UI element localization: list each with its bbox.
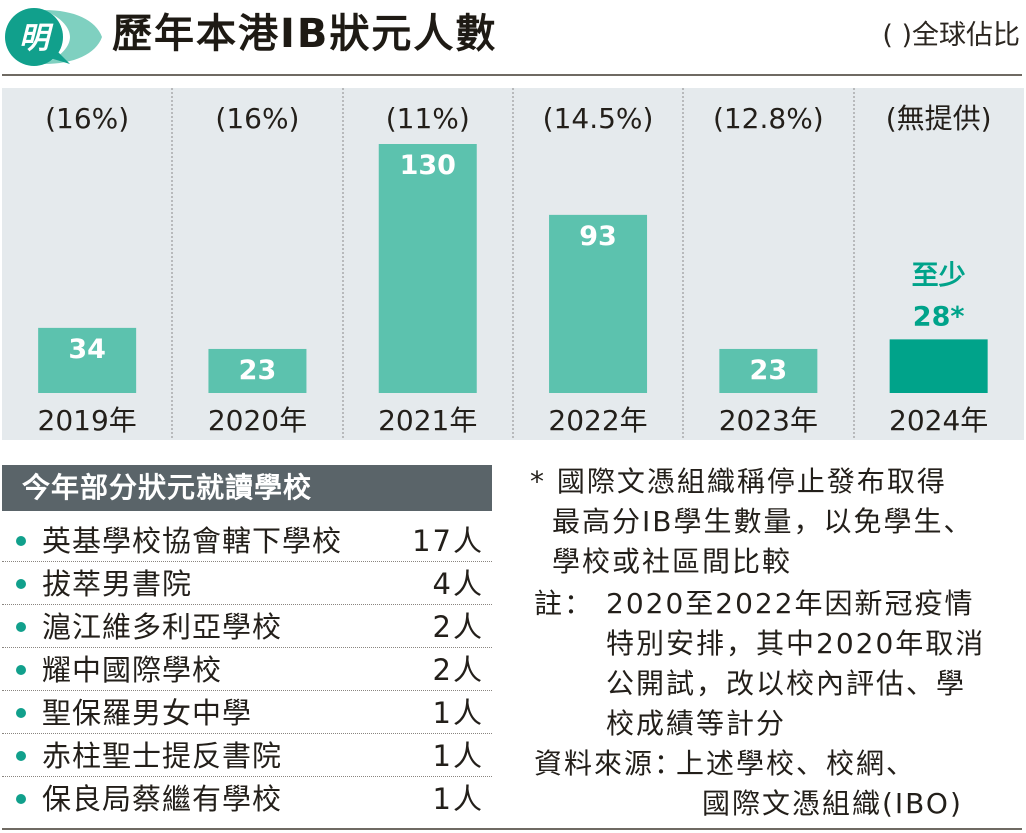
- school-name: 保良局蔡繼有學校: [42, 782, 283, 816]
- source-line: 上述學校、校網、: [676, 747, 917, 780]
- school-row: 聖保羅男女中學 1人: [2, 692, 492, 734]
- bullet-icon: [16, 751, 26, 761]
- bullet-icon: [16, 665, 26, 675]
- bullet-icon: [16, 794, 26, 804]
- schools-section-header: 今年部分狀元就讀學校: [2, 465, 492, 511]
- source-label: 資料來源：: [534, 747, 685, 780]
- school-name: 滬江維多利亞學校: [42, 610, 283, 644]
- legend-global-share: ( )全球佔比: [882, 20, 1020, 51]
- bar: [38, 327, 137, 393]
- category-label: 2022年: [548, 404, 647, 437]
- global-share-label: (16%): [45, 102, 129, 135]
- bar-chart: (16%) 2019年 34 (16%) 2020年 23 (11%) 2021年 130 (14…: [38, 88, 992, 440]
- chart-title: 歷年本港IB狀元人數: [112, 11, 498, 57]
- bar: [719, 348, 818, 393]
- bottom-divider: [2, 828, 1022, 830]
- bullet-icon: [16, 708, 26, 718]
- school-name: 聖保羅男女中學: [42, 696, 253, 730]
- category-label: 2021年: [378, 404, 477, 437]
- school-count: 1人: [432, 739, 484, 773]
- remark-line: 2020至2022年因新冠疫情: [606, 587, 975, 620]
- value-label: 28*: [913, 301, 965, 332]
- remark-line: 校成績等計分: [606, 707, 787, 740]
- source-line: 國際文憑組織(IBO): [702, 787, 963, 820]
- global-share-label: (14.5%): [543, 102, 654, 135]
- value-label: 130: [400, 150, 456, 181]
- school-count: 1人: [432, 696, 484, 730]
- school-count: 2人: [432, 610, 484, 644]
- remark-label: 註：: [534, 587, 595, 620]
- value-label: 34: [68, 334, 106, 365]
- bullet-icon: [16, 536, 26, 546]
- bar: [208, 348, 307, 393]
- school-name: 耀中國際學校: [42, 653, 223, 687]
- category-label: 2019年: [38, 404, 137, 437]
- school-row: 赤柱聖士提反書院 1人: [2, 735, 492, 777]
- school-name: 英基學校協會轄下學校: [42, 524, 343, 558]
- bullet-icon: [16, 622, 26, 632]
- footnote-line: 最高分IB學生數量，以免學生、: [552, 505, 974, 538]
- school-row: 拔萃男書院 4人: [2, 563, 492, 605]
- bar: [378, 144, 477, 393]
- school-count: 4人: [432, 567, 484, 601]
- school-name: 赤柱聖士提反書院: [42, 739, 283, 773]
- value-label: 23: [239, 355, 277, 386]
- global-share-label: (16%): [215, 102, 299, 135]
- global-share-label: (無提供): [886, 102, 992, 135]
- school-count: 2人: [432, 653, 484, 687]
- value-prefix-label: 至少: [912, 260, 966, 291]
- remark-line: 公開試，改以校內評估、學: [606, 667, 967, 700]
- logo-character: 明: [19, 21, 54, 56]
- school-row: 滬江維多利亞學校 2人: [2, 606, 492, 648]
- title-divider: [2, 74, 1022, 76]
- school-row: 英基學校協會轄下學校 17人: [2, 520, 492, 562]
- remark-line: 特別安排，其中2020年取消: [606, 627, 986, 660]
- bar: [549, 214, 648, 393]
- global-share-label: (11%): [386, 102, 470, 135]
- category-label: 2024年: [889, 404, 988, 437]
- school-name: 拔萃男書院: [42, 567, 193, 601]
- school-row: 耀中國際學校 2人: [2, 649, 492, 691]
- footnote-line: * 國際文憑組織稱停止發布取得: [530, 465, 947, 498]
- value-label: 93: [579, 221, 617, 252]
- value-label: 23: [750, 355, 788, 386]
- footnote-line: 學校或社區間比較: [552, 545, 793, 578]
- bar: [889, 339, 988, 393]
- ming-pao-logo: 明: [4, 6, 104, 68]
- school-count: 1人: [432, 782, 484, 816]
- category-label: 2023年: [719, 404, 818, 437]
- bar-chart-panel: (16%) 2019年 34 (16%) 2020年 23 (11%) 2021年 130 (14…: [2, 88, 1024, 440]
- school-row: 保良局蔡繼有學校 1人: [2, 778, 492, 820]
- category-label: 2020年: [208, 404, 307, 437]
- school-count: 17人: [412, 524, 484, 558]
- bullet-icon: [16, 579, 26, 589]
- global-share-label: (12.8%): [713, 102, 824, 135]
